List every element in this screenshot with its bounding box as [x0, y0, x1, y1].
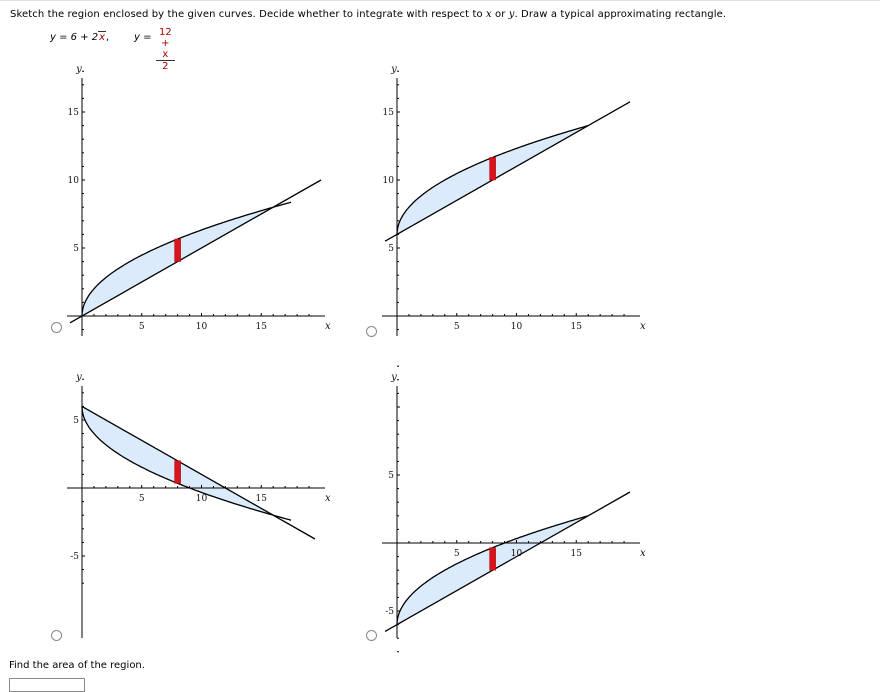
- line-curve: [384, 101, 631, 242]
- y-tick-label: 10: [68, 176, 80, 186]
- x-axis-label: x: [325, 321, 331, 332]
- approximating-rectangle: [174, 460, 181, 484]
- area-prompt: Find the area of the region.: [9, 660, 145, 671]
- y-tick-label: -5: [70, 552, 79, 562]
- question-text: Sketch the region enclosed by the given …: [10, 9, 727, 20]
- sqrt-curve: [396, 124, 589, 235]
- graph-option-a: 5 10 15 15 10 5 x y: [67, 64, 331, 336]
- radio-option-d[interactable]: [366, 630, 377, 641]
- area-answer-input[interactable]: [9, 678, 85, 692]
- line-curve: [384, 491, 631, 632]
- x-tick-label: 15: [571, 322, 583, 332]
- x-tick-label: 10: [196, 494, 208, 504]
- line-curve: [81, 405, 316, 540]
- x-tick-label: 15: [256, 322, 268, 332]
- y-axis-label: y: [75, 372, 82, 383]
- x-tick-label: 5: [139, 322, 145, 332]
- x-axis-label: x: [640, 548, 646, 559]
- graph-option-c: 5 10 15 5 -5 x y: [67, 372, 331, 638]
- y-tick-label: 15: [383, 108, 395, 118]
- sqrt-curve: [81, 201, 292, 317]
- approximating-rectangle: [489, 157, 496, 181]
- top-border: [0, 0, 880, 6]
- sqrt-curve: [396, 515, 589, 625]
- var-x: x: [485, 9, 492, 20]
- graph-option-b: 5 10 15 15 10 5 x y: [382, 64, 646, 336]
- radio-option-b[interactable]: [366, 326, 377, 337]
- x-tick-label: 15: [571, 549, 583, 559]
- equation-2-lhs: y =: [134, 32, 152, 43]
- fraction-numerator: 12 + x: [156, 27, 175, 61]
- approximating-rectangle: [489, 547, 496, 571]
- x-axis-label: x: [640, 321, 646, 332]
- x-tick-label: 10: [196, 322, 208, 332]
- y-tick-label: 15: [68, 108, 80, 118]
- y-tick-label: 5: [388, 471, 394, 481]
- line-curve: [69, 179, 322, 324]
- radio-option-a[interactable]: [51, 322, 62, 333]
- x-tick-label: 10: [511, 549, 523, 559]
- equation-1: y = 6 + 2x,: [50, 31, 110, 43]
- y-tick-label: 5: [73, 416, 79, 426]
- x-tick-label: 5: [454, 322, 460, 332]
- x-tick-label: 5: [139, 494, 145, 504]
- x-tick-label: 5: [454, 549, 460, 559]
- y-tick-label: -5: [385, 607, 394, 617]
- var-y: y: [508, 9, 515, 20]
- sqrt-curve: [81, 406, 292, 521]
- x-axis-label: x: [325, 493, 331, 504]
- approximating-rectangle: [174, 238, 181, 262]
- y-tick-label: 10: [383, 176, 395, 186]
- x-tick-label: 15: [256, 494, 268, 504]
- radio-option-c[interactable]: [51, 630, 62, 641]
- x-tick-label: 10: [511, 322, 523, 332]
- sqrt-radicand: x: [98, 31, 107, 43]
- y-tick-label: 5: [388, 244, 394, 254]
- y-axis-label: y: [390, 372, 397, 383]
- y-axis-label: y: [390, 64, 397, 75]
- y-axis-label: y: [75, 64, 82, 75]
- y-tick-label: 5: [73, 244, 79, 254]
- equation-2-fraction: 12 + x 2: [156, 27, 175, 72]
- fraction-denominator: 2: [162, 61, 169, 72]
- graph-option-d: 5 10 15 5 -5 x y: [382, 365, 646, 653]
